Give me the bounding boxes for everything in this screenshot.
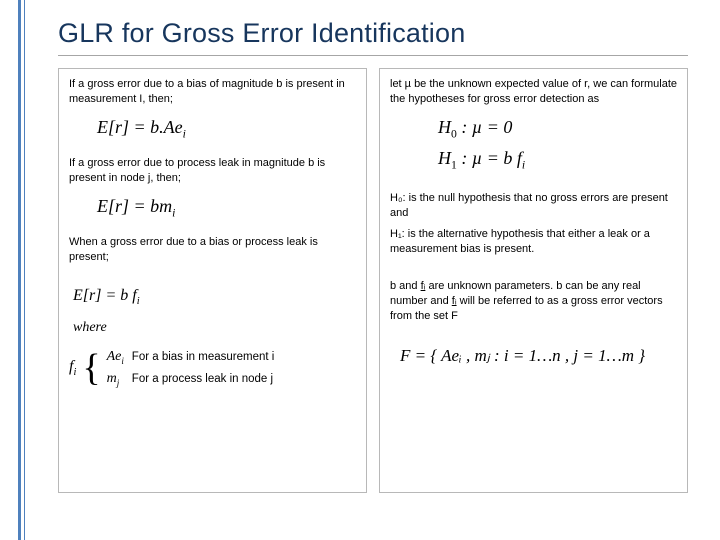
eq-h1: H1 : µ = b fi <box>438 146 677 173</box>
right-column: let µ be the unknown expected value of r… <box>379 68 688 493</box>
cases: Aei For a bias in measurement i mj For a… <box>107 346 275 391</box>
eq-combined-text: E[r] = b f <box>73 287 137 304</box>
eq-combined-block: E[r] = b fi where fi { Aei For a bias in… <box>69 285 356 391</box>
h0-lhs: H <box>438 117 451 137</box>
case1-txt: For a bias in measurement i <box>132 351 275 363</box>
h0-rhs: : µ = 0 <box>461 117 512 137</box>
case2-sym-sub: j <box>117 378 120 388</box>
p4a: b and <box>390 280 421 292</box>
case1-sym-sub: i <box>121 356 124 366</box>
right-p3: H₁: is the alternative hypothesis that e… <box>390 227 677 257</box>
h1-sub: 1 <box>451 159 457 172</box>
case1-sym: Aei <box>107 346 129 368</box>
left-brace-icon: { <box>82 351 100 385</box>
eq-h0: H0 : µ = 0 <box>438 115 677 142</box>
eq-bias-sub: i <box>183 127 186 140</box>
eq-leak-text: E[r] = bm <box>97 196 172 216</box>
eq-leak: E[r] = bmi <box>97 194 356 221</box>
case1-sym-txt: Ae <box>107 349 122 364</box>
h0-sub: 0 <box>451 127 457 140</box>
h1-rsub: i <box>522 159 525 172</box>
set-f-text: F = { Aeᵢ , mⱼ : i = 1…n , j = 1…m } <box>400 346 645 365</box>
set-f: F = { Aeᵢ , mⱼ : i = 1…n , j = 1…m } <box>400 345 677 368</box>
case2-txt: For a process leak in node j <box>132 373 273 385</box>
page-title: GLR for Gross Error Identification <box>58 18 688 56</box>
case-leak: mj For a process leak in node j <box>107 368 275 390</box>
eq-combined: E[r] = b fi <box>73 285 356 309</box>
h1-lhs: H <box>438 148 451 168</box>
eq-bias: E[r] = b.Aei <box>97 115 356 142</box>
piecewise: fi { Aei For a bias in measurement i mj … <box>69 346 356 391</box>
vertical-rule <box>18 0 25 540</box>
eq-combined-sub: i <box>137 296 140 307</box>
left-p1: If a gross error due to a bias of magnit… <box>69 77 356 107</box>
eq-leak-sub: i <box>172 206 175 219</box>
right-p4: b and fᵢ are unknown parameters. b can b… <box>390 279 677 324</box>
right-p2: H₀: is the null hypothesis that no gross… <box>390 191 677 221</box>
slide: GLR for Gross Error Identification If a … <box>0 0 720 540</box>
eq-bias-text: E[r] = b.Ae <box>97 117 183 137</box>
left-p3: When a gross error due to a bias or proc… <box>69 235 356 265</box>
case2-sym-txt: m <box>107 371 117 386</box>
fi-sub: i <box>73 367 76 378</box>
case2-sym: mj <box>107 368 129 390</box>
h1-rhs: : µ = b f <box>461 148 522 168</box>
where-label: where <box>73 319 356 338</box>
right-p1: let µ be the unknown expected value of r… <box>390 77 677 107</box>
left-p2: If a gross error due to process leak in … <box>69 156 356 186</box>
columns: If a gross error due to a bias of magnit… <box>58 68 688 493</box>
left-column: If a gross error due to a bias of magnit… <box>58 68 367 493</box>
case-bias: Aei For a bias in measurement i <box>107 346 275 368</box>
fi-symbol: fi <box>69 356 76 380</box>
